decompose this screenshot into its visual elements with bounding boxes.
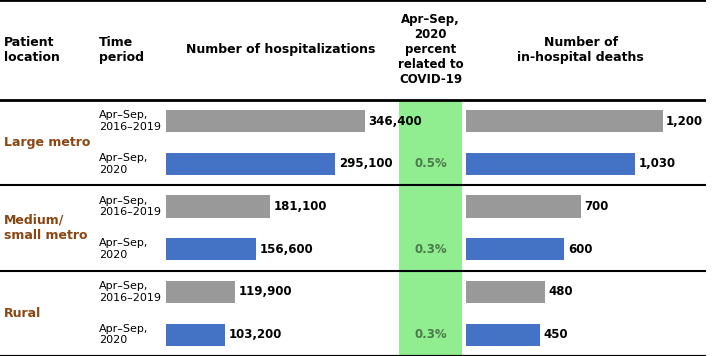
Text: 346,400: 346,400	[368, 115, 422, 127]
Text: 480: 480	[548, 286, 572, 298]
Text: Apr–Sep,
2016–2019: Apr–Sep, 2016–2019	[99, 110, 161, 132]
Text: Apr–Sep,
2020: Apr–Sep, 2020	[99, 153, 148, 174]
Text: 0.3%: 0.3%	[414, 243, 447, 256]
Bar	[466, 238, 565, 260]
Text: 0.5%: 0.5%	[414, 157, 447, 170]
Text: Apr–Sep,
2016–2019: Apr–Sep, 2016–2019	[99, 196, 161, 217]
Bar	[466, 281, 545, 303]
Text: Patient
location: Patient location	[4, 36, 59, 64]
Bar	[166, 153, 335, 175]
Text: Time
period: Time period	[99, 36, 144, 64]
Bar	[466, 110, 663, 132]
Text: 1,200: 1,200	[666, 115, 703, 127]
Text: 295,100: 295,100	[339, 157, 392, 170]
Text: Apr–Sep,
2016–2019: Apr–Sep, 2016–2019	[99, 281, 161, 303]
Bar	[166, 324, 225, 346]
Bar	[166, 281, 235, 303]
Text: 181,100: 181,100	[273, 200, 327, 213]
Text: 600: 600	[568, 243, 592, 256]
Bar	[0, 0, 706, 100]
Bar	[399, 0, 462, 356]
Text: 156,600: 156,600	[259, 243, 313, 256]
Text: Number of
in-hospital deaths: Number of in-hospital deaths	[518, 36, 644, 64]
Text: Apr–Sep,
2020
percent
related to
COVID-19: Apr–Sep, 2020 percent related to COVID-1…	[398, 13, 464, 87]
Text: 450: 450	[543, 328, 568, 341]
Bar	[466, 324, 540, 346]
Bar	[166, 238, 256, 260]
Text: Medium/
small metro: Medium/ small metro	[4, 214, 87, 242]
Text: Large metro: Large metro	[4, 136, 90, 149]
Text: 700: 700	[585, 200, 609, 213]
Text: Apr–Sep,
2020: Apr–Sep, 2020	[99, 239, 148, 260]
Text: 0.3%: 0.3%	[414, 328, 447, 341]
Bar	[166, 110, 365, 132]
Text: Apr–Sep,
2020: Apr–Sep, 2020	[99, 324, 148, 345]
Text: 119,900: 119,900	[239, 286, 292, 298]
Bar	[166, 195, 270, 218]
Bar	[466, 153, 635, 175]
Bar	[466, 195, 581, 218]
Text: 1,030: 1,030	[639, 157, 676, 170]
Text: Rural: Rural	[4, 307, 41, 320]
Text: 103,200: 103,200	[229, 328, 282, 341]
Text: Number of hospitalizations: Number of hospitalizations	[186, 43, 375, 56]
